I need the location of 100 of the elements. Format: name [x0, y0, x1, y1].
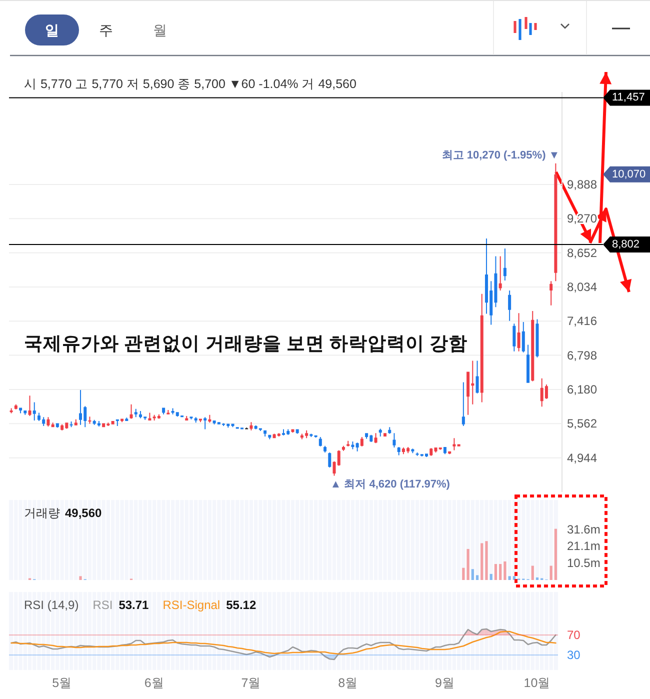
- candlestick: [97, 421, 100, 427]
- bar: [462, 568, 465, 580]
- y-tick-label: 8,652: [567, 246, 598, 260]
- candlestick: [503, 248, 506, 281]
- y-tick-label: 6,180: [567, 382, 598, 396]
- bar: [79, 576, 82, 580]
- y-tick-label: 4,944: [567, 450, 598, 465]
- candlestick: [51, 422, 54, 428]
- annotation: ▲ 최저 4,620 (117.97%): [330, 478, 450, 491]
- text: 주: [99, 22, 113, 38]
- bar: [476, 575, 479, 580]
- text: 10,070: [612, 168, 646, 180]
- annotation: 국제유가와 관련없이 거래량을 보면 하락압력이 강함: [24, 332, 468, 354]
- candlestick: [296, 429, 299, 434]
- candlestick: [512, 324, 516, 352]
- x-tick-label: 7월: [241, 676, 262, 690]
- bar: [466, 548, 470, 580]
- candlestick: [134, 408, 138, 418]
- candlestick: [208, 414, 212, 423]
- candlestick: [88, 416, 92, 424]
- candlestick: [277, 433, 280, 436]
- x-tick-label: 9월: [434, 676, 455, 690]
- candlestick: [378, 428, 382, 436]
- candlestick: [388, 427, 392, 434]
- candlestick: [337, 450, 340, 466]
- candlestick: [111, 421, 114, 424]
- candlestick: [517, 313, 520, 352]
- text: RSI: [92, 598, 113, 612]
- candlestick: [374, 433, 378, 444]
- y-tick-label: 10.5m: [567, 556, 600, 570]
- candlestick: [79, 390, 82, 425]
- candlestick: [157, 414, 160, 419]
- candlestick: [264, 430, 267, 436]
- bar: [536, 577, 539, 580]
- chart-subtitle: 시 5,770 고 5,770 저 5,690 종 5,700 ▼60 -1.04% 거 49,560: [24, 77, 356, 91]
- candlestick: [476, 360, 479, 394]
- candlestick: [328, 452, 332, 468]
- text: RSI-Signal: [162, 598, 220, 612]
- candlestick: [268, 434, 272, 440]
- candlestick: [204, 417, 207, 430]
- candlestick: [411, 448, 414, 454]
- candlestick: [397, 446, 400, 456]
- bar: [504, 561, 506, 580]
- candlestick: [46, 417, 50, 427]
- candlestick: [508, 290, 512, 321]
- candlestick: [231, 424, 234, 428]
- annotation: 최고 10,270 (-1.95%) ▼: [442, 149, 560, 162]
- bar: [480, 543, 484, 580]
- candlestick: [185, 416, 188, 420]
- candlestick: [550, 281, 553, 306]
- candlestick: [24, 410, 27, 415]
- bar: [550, 566, 552, 580]
- y-tick-label: 8,034: [567, 280, 598, 294]
- candlestick: [526, 344, 530, 383]
- annotation: 55.12: [226, 598, 256, 612]
- bar: [554, 528, 557, 580]
- y-tick-label: 21.1m: [567, 539, 600, 554]
- y-tick-label: 7,416: [567, 314, 598, 328]
- bar: [508, 576, 511, 580]
- x-tick-label: 5월: [52, 676, 72, 690]
- candlestick: [346, 440, 350, 446]
- candlestick: [554, 163, 558, 282]
- candlestick: [342, 446, 345, 451]
- candlestick: [19, 408, 22, 414]
- y-tick-label: 5,562: [567, 416, 598, 431]
- candlestick: [74, 419, 78, 426]
- candlestick: [462, 382, 465, 426]
- y-tick-label: 9,888: [567, 177, 598, 192]
- bar: [471, 569, 474, 580]
- candlestick: [443, 446, 446, 454]
- candlestick: [531, 310, 534, 382]
- bar: [494, 564, 498, 580]
- candlestick: [310, 434, 313, 438]
- bar: [490, 574, 492, 580]
- y-tick-label: 70: [567, 628, 581, 642]
- candlestick: [452, 438, 456, 450]
- candlestick: [351, 441, 354, 450]
- annotation: 49,560: [65, 506, 102, 520]
- candlestick: [314, 435, 318, 438]
- candlestick: [360, 437, 364, 446]
- bar: [485, 541, 488, 580]
- candlestick: [318, 437, 322, 446]
- candlestick: [28, 396, 32, 416]
- candlestick: [14, 404, 18, 410]
- candlestick: [102, 423, 106, 428]
- x-tick-label: 10월: [524, 676, 551, 690]
- candlestick: [324, 446, 327, 453]
- candlestick: [32, 402, 36, 420]
- annotation: 53.71: [118, 598, 150, 612]
- candlestick: [392, 433, 396, 448]
- legend-title: RSI (14,9): [24, 598, 79, 612]
- candlestick: [250, 422, 253, 430]
- candlestick: [56, 423, 59, 428]
- candlestick: [480, 294, 484, 402]
- candlestick: [365, 433, 368, 439]
- candlestick: [448, 451, 452, 454]
- text: 월: [153, 22, 167, 38]
- candlestick: [383, 433, 386, 436]
- candlestick: [125, 418, 128, 421]
- line-series: [10, 628, 556, 660]
